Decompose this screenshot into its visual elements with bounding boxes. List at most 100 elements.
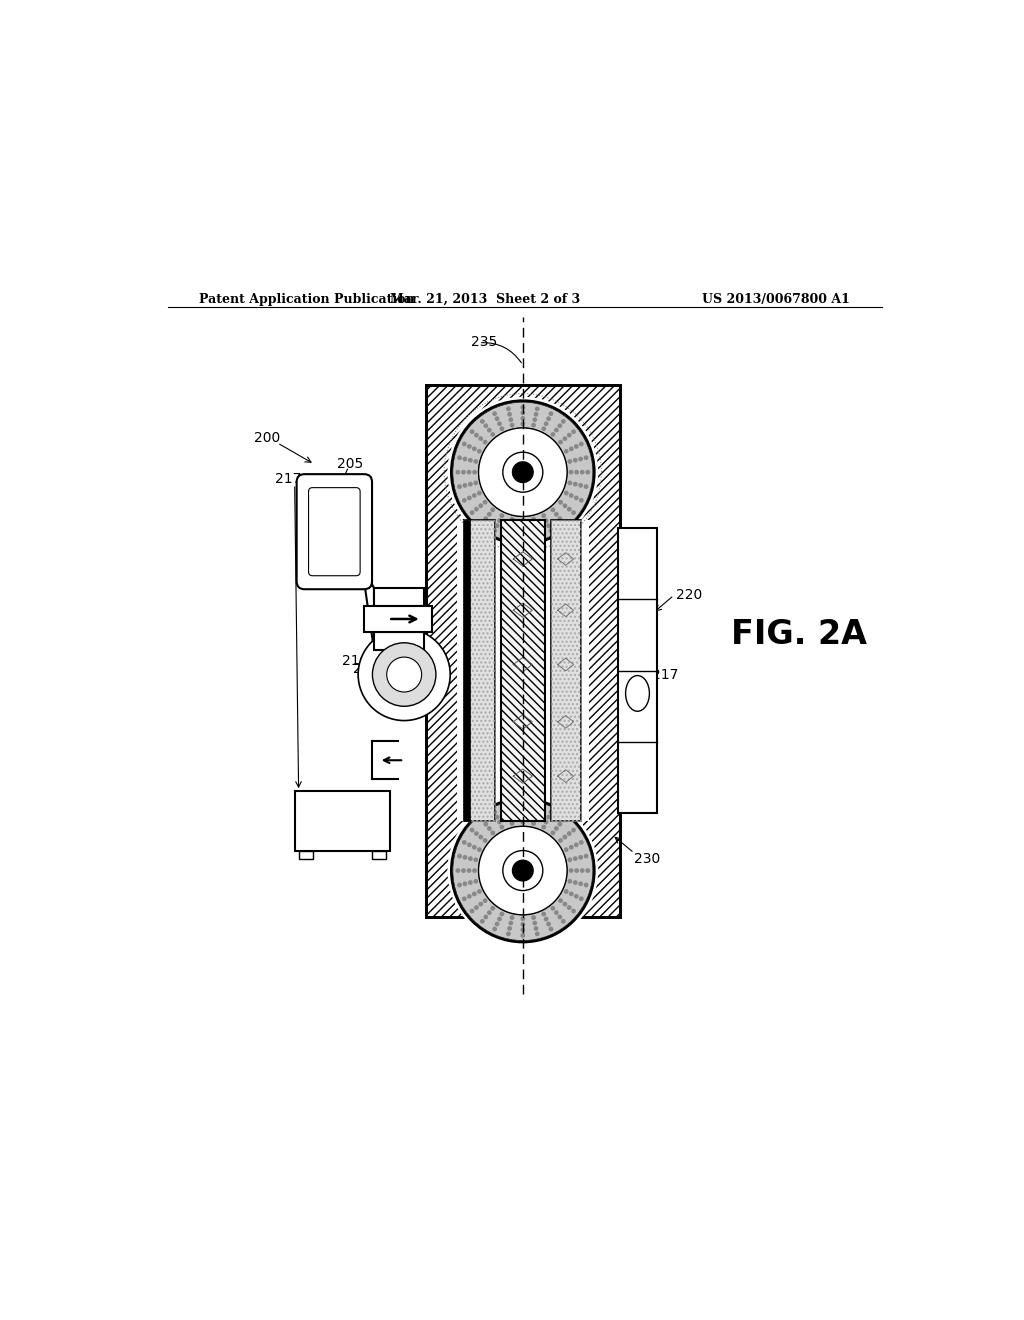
Circle shape bbox=[483, 424, 488, 428]
Circle shape bbox=[470, 828, 474, 833]
Circle shape bbox=[472, 494, 477, 498]
Text: 212: 212 bbox=[352, 663, 379, 676]
Circle shape bbox=[503, 453, 543, 492]
Circle shape bbox=[562, 503, 567, 508]
Circle shape bbox=[554, 512, 559, 516]
Circle shape bbox=[470, 511, 474, 515]
Circle shape bbox=[561, 418, 565, 424]
Circle shape bbox=[554, 911, 559, 915]
Circle shape bbox=[506, 932, 511, 936]
Circle shape bbox=[474, 906, 479, 909]
Circle shape bbox=[463, 457, 467, 461]
FancyBboxPatch shape bbox=[297, 474, 372, 589]
Bar bbox=[426, 385, 621, 916]
Circle shape bbox=[520, 411, 525, 416]
Circle shape bbox=[544, 820, 549, 825]
Circle shape bbox=[472, 891, 477, 896]
Bar bbox=[551, 520, 581, 821]
Circle shape bbox=[463, 882, 467, 886]
Circle shape bbox=[463, 855, 467, 859]
Circle shape bbox=[520, 405, 525, 409]
Circle shape bbox=[483, 822, 488, 826]
Text: 205: 205 bbox=[337, 457, 362, 471]
Circle shape bbox=[567, 433, 571, 437]
Circle shape bbox=[462, 442, 467, 446]
Circle shape bbox=[558, 500, 563, 504]
Circle shape bbox=[520, 416, 525, 421]
Circle shape bbox=[456, 470, 460, 475]
Circle shape bbox=[532, 417, 538, 422]
Circle shape bbox=[482, 898, 487, 903]
Circle shape bbox=[500, 825, 504, 829]
Circle shape bbox=[579, 457, 583, 461]
Circle shape bbox=[557, 516, 562, 521]
Bar bbox=[365, 606, 432, 632]
Circle shape bbox=[551, 432, 555, 437]
Circle shape bbox=[584, 854, 589, 858]
Circle shape bbox=[564, 890, 568, 894]
Circle shape bbox=[542, 513, 546, 517]
Text: US 2013/0067800 A1: US 2013/0067800 A1 bbox=[702, 293, 850, 306]
Circle shape bbox=[482, 838, 487, 843]
Circle shape bbox=[579, 498, 584, 503]
Circle shape bbox=[579, 855, 583, 859]
Circle shape bbox=[520, 524, 525, 528]
Circle shape bbox=[478, 503, 483, 508]
Bar bbox=[551, 520, 581, 821]
Circle shape bbox=[573, 894, 579, 899]
Circle shape bbox=[473, 459, 478, 463]
Circle shape bbox=[467, 869, 471, 873]
Circle shape bbox=[561, 817, 565, 822]
Circle shape bbox=[507, 927, 512, 931]
Circle shape bbox=[447, 795, 598, 946]
Circle shape bbox=[551, 507, 555, 512]
Bar bbox=[457, 520, 589, 821]
Circle shape bbox=[461, 470, 466, 475]
Circle shape bbox=[561, 919, 565, 924]
Circle shape bbox=[544, 916, 549, 921]
Circle shape bbox=[558, 440, 563, 445]
Circle shape bbox=[467, 444, 472, 449]
Circle shape bbox=[510, 821, 514, 826]
Circle shape bbox=[573, 444, 579, 449]
Circle shape bbox=[478, 436, 483, 441]
Circle shape bbox=[478, 428, 567, 516]
Circle shape bbox=[549, 528, 553, 533]
Circle shape bbox=[531, 422, 536, 428]
Circle shape bbox=[546, 416, 551, 421]
Circle shape bbox=[480, 418, 484, 424]
Circle shape bbox=[510, 517, 514, 521]
Circle shape bbox=[572, 857, 578, 861]
Circle shape bbox=[493, 927, 497, 932]
Bar bbox=[465, 520, 495, 821]
Circle shape bbox=[477, 847, 481, 851]
Circle shape bbox=[497, 421, 502, 426]
Circle shape bbox=[486, 911, 492, 915]
Circle shape bbox=[387, 657, 422, 692]
Circle shape bbox=[534, 927, 539, 931]
Circle shape bbox=[551, 906, 555, 911]
Circle shape bbox=[564, 491, 568, 495]
Circle shape bbox=[493, 528, 497, 533]
Circle shape bbox=[569, 845, 573, 850]
Circle shape bbox=[579, 840, 584, 845]
Circle shape bbox=[564, 847, 568, 851]
Text: 220: 220 bbox=[676, 589, 701, 602]
Circle shape bbox=[571, 429, 575, 434]
Circle shape bbox=[562, 436, 567, 441]
Circle shape bbox=[558, 898, 563, 903]
Circle shape bbox=[462, 840, 467, 845]
Circle shape bbox=[572, 482, 578, 487]
Circle shape bbox=[572, 458, 578, 462]
Circle shape bbox=[483, 915, 488, 919]
Text: Patent Application Publication: Patent Application Publication bbox=[200, 293, 415, 306]
Circle shape bbox=[574, 869, 579, 873]
Circle shape bbox=[520, 814, 525, 820]
Circle shape bbox=[586, 869, 590, 873]
Text: FIG. 2A: FIG. 2A bbox=[731, 618, 867, 651]
Circle shape bbox=[478, 834, 483, 840]
Circle shape bbox=[531, 517, 536, 521]
Circle shape bbox=[509, 523, 513, 527]
Circle shape bbox=[554, 826, 559, 830]
Circle shape bbox=[557, 424, 562, 428]
